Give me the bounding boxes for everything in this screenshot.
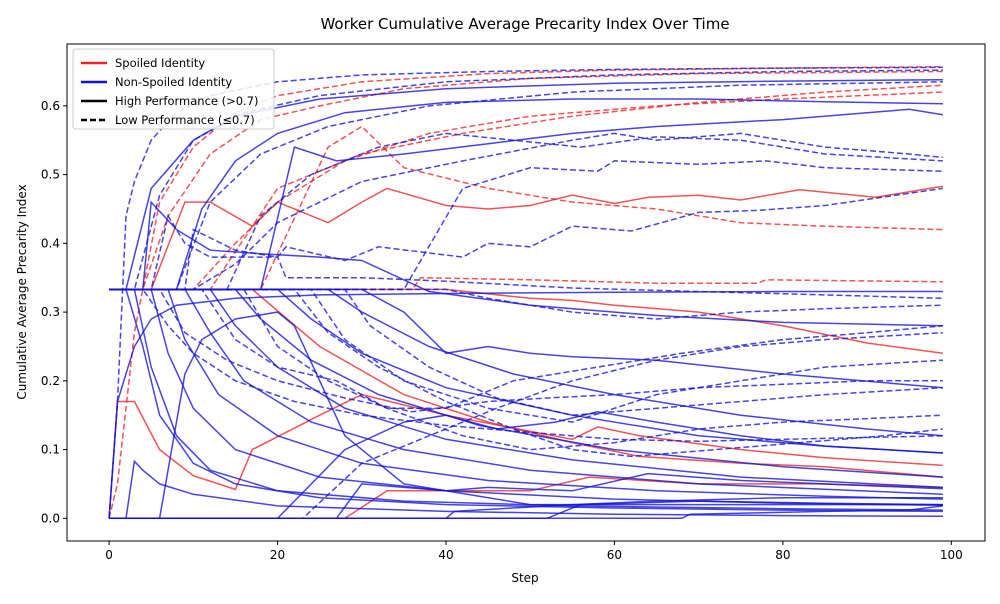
x-tick-label: 60 (607, 548, 622, 562)
series-line-spoiled-high-1 (109, 185, 944, 291)
x-axis-label: Step (511, 571, 538, 585)
series-line-non-spoiled-high-27 (109, 500, 943, 520)
series-line-spoiled-low-6 (109, 70, 943, 291)
series-line-non-spoiled-low-48 (109, 288, 943, 423)
series-line-non-spoiled-high-12 (109, 288, 943, 513)
y-tick-label: 0.1 (41, 443, 60, 457)
series-line-spoiled-low-10 (109, 84, 943, 291)
series-line-non-spoiled-low-47 (109, 331, 943, 520)
x-tick-label: 100 (940, 548, 963, 562)
series-line-non-spoiled-low-37 (109, 132, 943, 291)
series-line-non-spoiled-low-35 (109, 81, 943, 291)
y-tick-label: 0.4 (41, 236, 60, 250)
y-tick-label: 0.3 (41, 305, 60, 319)
plot-area (108, 65, 944, 520)
series-line-non-spoiled-low-38 (109, 213, 943, 300)
series-line-non-spoiled-low-49 (109, 288, 943, 320)
series-line-non-spoiled-high-26 (109, 505, 943, 520)
series-line-spoiled-low-8 (109, 125, 943, 291)
legend: Spoiled Identity Non-Spoiled Identity High… (72, 48, 275, 130)
series-line-non-spoiled-high-32 (109, 288, 943, 389)
series-line-non-spoiled-high-19 (109, 288, 943, 454)
series-line-non-spoiled-high-15 (109, 288, 943, 500)
y-tick-label: 0.0 (41, 511, 60, 525)
series-line-non-spoiled-high-20 (109, 288, 943, 437)
series-line-non-spoiled-high-21 (109, 459, 943, 520)
series-line-non-spoiled-low-40 (109, 160, 943, 291)
x-tick-label: 20 (270, 548, 285, 562)
axes: 0 20 40 60 80 100 0.0 0.1 0.2 0.3 0.4 0.5 0.6 (41, 99, 963, 562)
x-tick-label: 80 (775, 548, 790, 562)
series-line-spoiled-high-2 (109, 288, 943, 478)
series-line-non-spoiled-high-16 (109, 288, 943, 496)
series-line-non-spoiled-high-13 (109, 288, 943, 511)
legend-box (72, 48, 275, 130)
series-line-non-spoiled-low-45 (109, 288, 943, 458)
series-line-non-spoiled-high-29 (109, 78, 943, 291)
y-tick-label: 0.2 (41, 374, 60, 388)
series-line-non-spoiled-low-42 (109, 288, 943, 413)
series-line-non-spoiled-high-24 (109, 472, 943, 520)
plot-frame (66, 43, 986, 542)
y-tick-label: 0.6 (41, 99, 60, 113)
x-tick-label: 0 (105, 548, 113, 562)
legend-label: Non-Spoiled Identity (115, 75, 232, 89)
series-line-spoiled-low-7 (109, 91, 943, 291)
series-line-non-spoiled-low-46 (109, 288, 943, 416)
series-line-non-spoiled-high-30 (109, 98, 943, 291)
series-line-non-spoiled-low-43 (109, 288, 943, 410)
series-line-spoiled-low-9 (109, 276, 943, 291)
x-tick-label: 40 (438, 548, 453, 562)
chart-title: Worker Cumulative Average Precarity Inde… (320, 15, 729, 33)
legend-label: High Performance (>0.7) (115, 94, 259, 108)
series-line-non-spoiled-high-23 (109, 411, 943, 520)
series-line-non-spoiled-low-33 (108, 66, 943, 519)
series-line-non-spoiled-high-11 (108, 290, 943, 519)
series-line-non-spoiled-low-34 (109, 69, 943, 291)
legend-label: Low Performance (≤0.7) (115, 113, 255, 127)
series-line-non-spoiled-high-18 (109, 288, 943, 478)
y-axis-label: Cumulative Average Precarity Index (15, 184, 29, 399)
series-line-non-spoiled-low-44 (109, 288, 943, 451)
series-line-non-spoiled-high-31 (109, 200, 943, 327)
series-line-non-spoiled-high-22 (109, 311, 943, 520)
series-line-non-spoiled-high-17 (109, 288, 943, 489)
y-tick-label: 0.5 (41, 168, 60, 182)
series-line-non-spoiled-high-28 (109, 108, 944, 291)
series-line-non-spoiled-low-41 (109, 288, 943, 443)
legend-label: Spoiled Identity (115, 56, 205, 70)
series-line-non-spoiled-low-39 (109, 187, 944, 291)
series-line-non-spoiled-low-36 (109, 132, 943, 291)
series-line-spoiled-high-4 (109, 288, 944, 355)
